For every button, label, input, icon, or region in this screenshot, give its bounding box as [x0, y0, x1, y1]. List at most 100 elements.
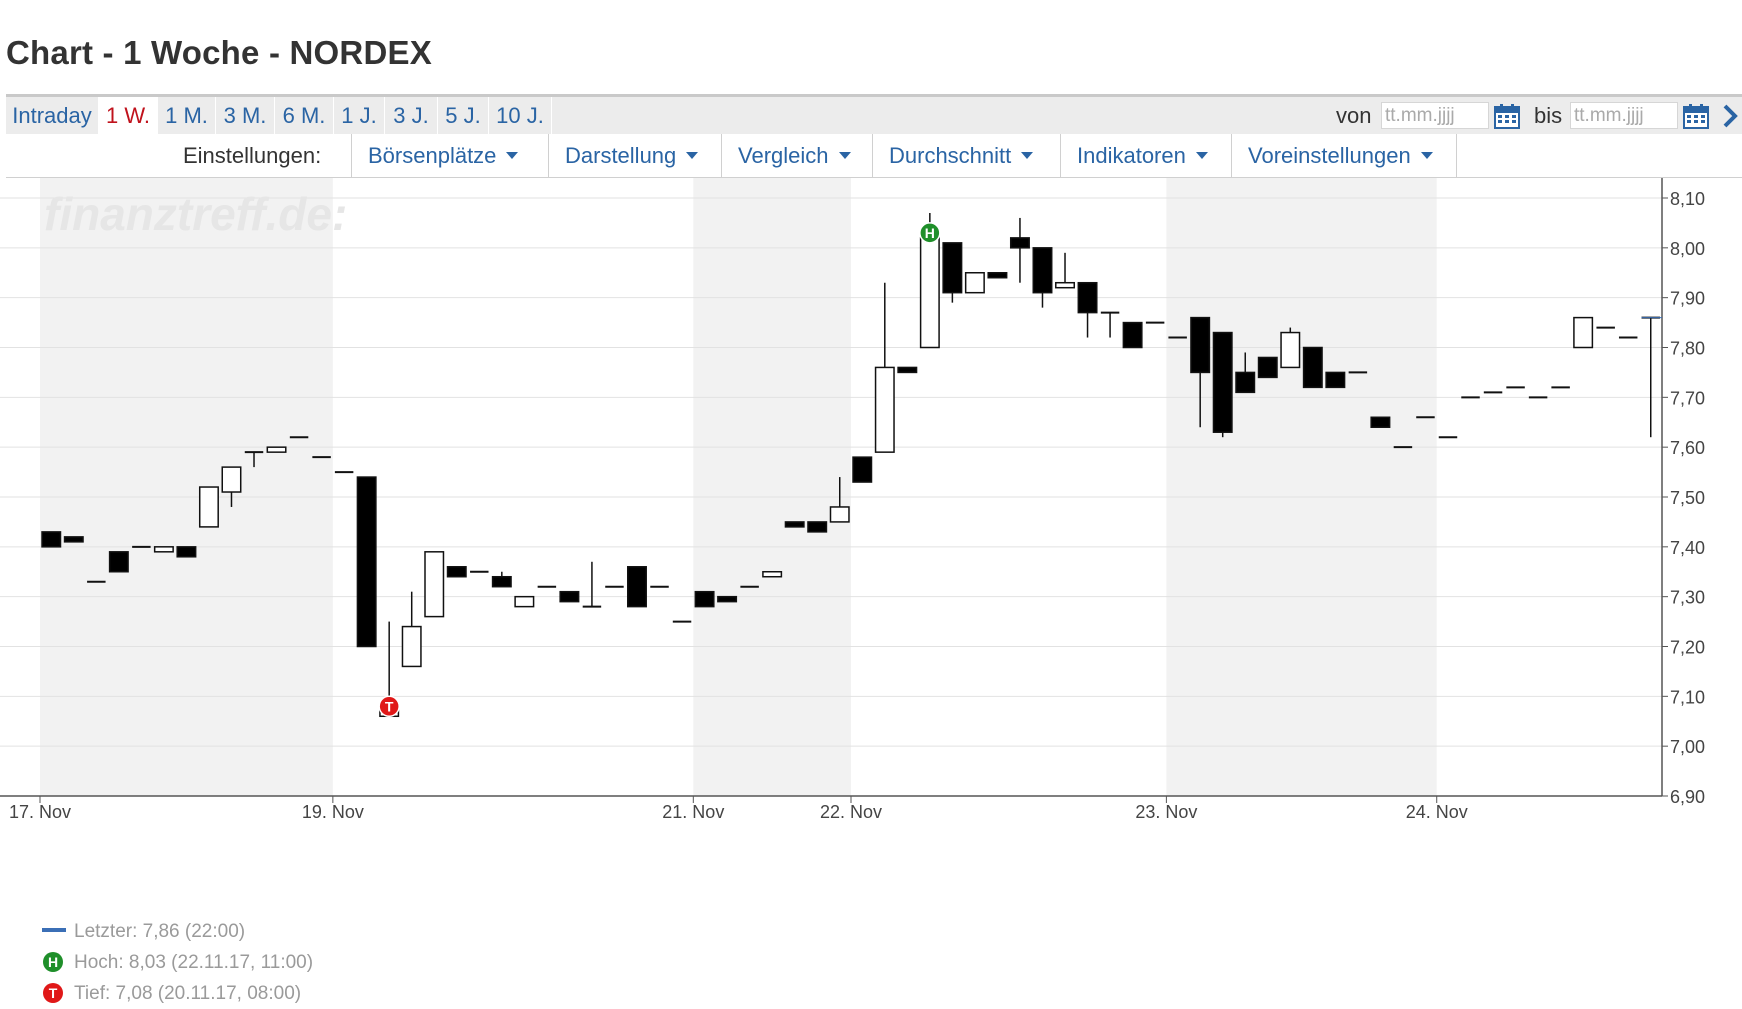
menu-presets[interactable]: Voreinstellungen — [1231, 134, 1456, 177]
caret-down-icon — [838, 151, 851, 159]
calendar-icon[interactable] — [1682, 103, 1710, 130]
y-tick-label: 7,90 — [1670, 289, 1705, 309]
candle — [987, 272, 1008, 279]
chart-legend: Letzter: 7,86 (22:00) H Hoch: 8,03 (22.1… — [40, 916, 313, 1009]
day-band — [1166, 178, 1437, 796]
candle — [198, 486, 219, 528]
menu-average[interactable]: Durchschnitt — [872, 134, 1060, 177]
y-tick-label: 7,50 — [1670, 488, 1705, 508]
candle — [491, 575, 512, 588]
candle — [964, 272, 985, 294]
high-marker — [919, 222, 941, 244]
tab-1-year[interactable]: 1 J. — [334, 97, 385, 134]
candle — [874, 366, 895, 453]
caret-down-icon — [1195, 151, 1208, 159]
y-tick-label: 7,30 — [1670, 588, 1705, 608]
candle — [897, 366, 918, 374]
tab-6-months[interactable]: 6 M. — [275, 97, 334, 134]
candle — [626, 566, 647, 608]
candle — [1077, 281, 1098, 314]
candle — [852, 456, 873, 483]
page-title: Chart - 1 Woche - NORDEX — [6, 34, 432, 71]
x-tick-label: 19. Nov — [302, 802, 364, 822]
low-marker — [378, 695, 400, 718]
candle — [1280, 331, 1301, 369]
candle — [1257, 356, 1278, 379]
tab-intraday[interactable]: Intraday — [6, 97, 99, 134]
candle — [1325, 371, 1346, 389]
chevron-right-icon[interactable] — [1720, 103, 1740, 129]
candle — [401, 625, 422, 668]
menu-indicators[interactable]: Indikatoren — [1060, 134, 1231, 177]
x-tick-label: 22. Nov — [820, 802, 882, 822]
candle — [1212, 331, 1233, 433]
candle — [424, 551, 445, 618]
candle — [1009, 237, 1030, 249]
menu-divider — [1456, 134, 1457, 177]
legend-last: Letzter: 7,86 (22:00) — [40, 916, 313, 947]
y-tick-label: 8,10 — [1670, 189, 1705, 209]
candle — [1032, 247, 1053, 294]
from-date-input[interactable] — [1381, 102, 1489, 129]
candle — [176, 546, 197, 558]
y-tick-label: 7,60 — [1670, 438, 1705, 458]
tab-5-years[interactable]: 5 J. — [438, 97, 489, 134]
y-tick-label: 8,00 — [1670, 239, 1705, 259]
candle — [221, 466, 242, 493]
svg-text:H: H — [48, 954, 58, 970]
caret-down-icon — [686, 151, 699, 159]
candle — [266, 446, 287, 453]
to-date-input[interactable] — [1570, 102, 1678, 129]
candle — [762, 571, 783, 578]
y-tick-label: 7,70 — [1670, 388, 1705, 408]
tab-10-years[interactable]: 10 J. — [489, 97, 552, 134]
y-tick-label: 6,90 — [1670, 787, 1705, 807]
candle — [829, 506, 850, 523]
candle — [63, 536, 84, 543]
tab-1-week[interactable]: 1 W. — [99, 97, 158, 134]
settings-bar: Einstellungen: Börsenplätze Darstellung … — [6, 134, 1742, 178]
y-tick-label: 7,00 — [1670, 737, 1705, 757]
candle — [1573, 316, 1594, 349]
caret-down-icon — [1021, 151, 1034, 159]
candle — [41, 531, 62, 548]
day-band — [693, 178, 851, 796]
legend-low: T Tief: 7,08 (20.11.17, 08:00) — [40, 978, 313, 1009]
high-marker-icon: H — [43, 952, 63, 972]
candle — [919, 237, 940, 349]
candle — [807, 521, 828, 533]
y-tick-label: 7,20 — [1670, 638, 1705, 658]
candle — [153, 546, 174, 553]
watermark: finanztreff.de: — [44, 188, 347, 240]
x-tick-label: 21. Nov — [662, 802, 724, 822]
candle — [1302, 346, 1323, 389]
candle — [514, 595, 535, 608]
menu-display[interactable]: Darstellung — [548, 134, 721, 177]
candle — [1190, 316, 1211, 374]
x-tick-label: 24. Nov — [1406, 802, 1468, 822]
candle — [1122, 321, 1143, 349]
to-date-label: bis — [1534, 103, 1563, 128]
x-tick-label: 17. Nov — [9, 802, 71, 822]
tab-3-months[interactable]: 3 M. — [216, 97, 275, 134]
last-price-line-icon — [42, 928, 66, 932]
low-marker-icon: T — [43, 983, 63, 1003]
low-marker-label: T — [385, 698, 394, 714]
candle — [1370, 416, 1391, 428]
svg-text:T: T — [49, 985, 58, 1001]
calendar-icon[interactable] — [1493, 103, 1521, 130]
candlestick-chart: finanztreff.de: 8,10 8,00 7,90 7,80 7,70 7,60 7… — [0, 178, 1705, 822]
caret-down-icon — [506, 151, 519, 159]
tab-1-month[interactable]: 1 M. — [158, 97, 216, 134]
menu-exchanges[interactable]: Börsenplätze — [351, 134, 548, 177]
y-tick-label: 7,80 — [1670, 339, 1705, 359]
tab-3-years[interactable]: 3 J. — [385, 97, 438, 134]
menu-compare[interactable]: Vergleich — [721, 134, 872, 177]
range-tabs-bar: Intraday 1 W. 1 M. 3 M. 6 M. 1 J. 3 J. 5… — [6, 94, 1742, 134]
y-tick-label: 7,10 — [1670, 687, 1705, 707]
from-date-label: von — [1336, 103, 1372, 128]
high-marker-label: H — [925, 225, 935, 241]
candle — [1055, 281, 1076, 289]
candle — [356, 476, 377, 648]
candle — [784, 521, 805, 528]
